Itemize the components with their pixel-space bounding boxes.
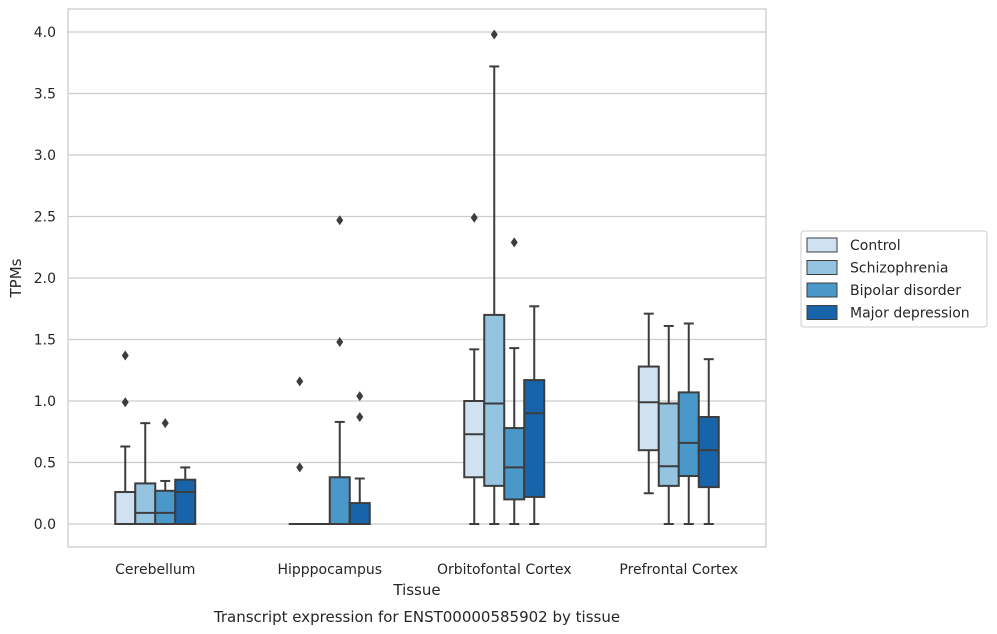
box-iqr — [483, 313, 506, 487]
outlier-point — [121, 350, 129, 361]
box-iqr — [154, 489, 177, 526]
box-iqr — [637, 365, 660, 452]
y-tick-label: 0.0 — [34, 517, 56, 533]
box-iqr — [134, 482, 157, 526]
box-iqr — [523, 379, 546, 498]
box-schizophrenia — [657, 324, 680, 525]
x-tick-label: Hipppocampus — [277, 562, 382, 578]
box-bipolar-disorder — [328, 215, 351, 526]
legend-swatch — [806, 260, 838, 275]
legend-label: Schizophrenia — [850, 261, 948, 277]
box-iqr — [348, 502, 371, 525]
y-tick-label: 1.0 — [34, 394, 56, 410]
outlier-point — [356, 391, 364, 402]
legend-label: Bipolar disorder — [850, 283, 961, 299]
outlier-point — [296, 376, 304, 387]
box-control — [288, 376, 311, 526]
box-control — [114, 350, 137, 525]
box-schizophrenia — [134, 422, 157, 526]
outlier-point — [161, 418, 169, 429]
x-tick-label: Cerebellum — [115, 562, 195, 578]
y-tick-labels: 0.0 0.5 1.0 1.5 2.0 2.5 3.0 3.5 4.0 — [34, 25, 56, 533]
box-major-depression — [348, 391, 371, 525]
legend-label: Major depression — [850, 306, 970, 322]
box-major-depression — [523, 305, 546, 525]
legend-swatch — [806, 282, 838, 298]
y-tick-label: 2.0 — [34, 271, 56, 287]
box-control — [463, 212, 486, 525]
x-tick-labels: Cerebellum Hipppocampus Orbitofontal Corte… — [115, 562, 738, 578]
outlier-point — [356, 411, 364, 422]
x-axis-label: Tissue — [392, 581, 440, 599]
outlier-point — [121, 397, 129, 408]
box-iqr — [114, 491, 137, 525]
box-iqr — [657, 402, 680, 487]
box-major-depression — [697, 358, 720, 525]
box-groups — [114, 29, 720, 526]
legend-frame — [800, 230, 988, 328]
outlier-point — [296, 462, 304, 473]
box-bipolar-disorder — [677, 322, 700, 525]
plot-area-frame — [67, 8, 767, 548]
chart-title: Transcript expression for ENST0000058590… — [213, 608, 620, 626]
box-iqr — [677, 391, 700, 478]
box-iqr — [503, 427, 526, 501]
outlier-point — [470, 212, 478, 223]
y-tick-label: 3.5 — [34, 87, 56, 103]
y-tick-label: 4.0 — [34, 25, 56, 41]
x-tick-label: Orbitofontal Cortex — [437, 562, 572, 578]
box-bipolar-disorder — [503, 237, 526, 525]
legend-swatch — [806, 237, 838, 253]
box-iqr — [174, 478, 197, 525]
box-iqr — [328, 476, 351, 526]
outlier-point — [336, 336, 344, 347]
legend-label: Control — [850, 238, 901, 254]
box-iqr — [697, 415, 720, 489]
legend-swatch — [806, 305, 838, 320]
grid-lines — [68, 31, 766, 525]
box-control — [637, 312, 660, 495]
box-schizophrenia — [483, 29, 506, 525]
x-tick-label: Prefrontal Cortex — [619, 562, 738, 578]
outlier-point — [490, 29, 498, 40]
y-tick-label: 1.5 — [34, 333, 56, 349]
box-bipolar-disorder — [154, 418, 177, 526]
y-tick-label: 0.5 — [34, 456, 56, 472]
outlier-point — [510, 237, 518, 248]
y-tick-label: 3.0 — [34, 148, 56, 164]
box-major-depression — [174, 466, 197, 525]
y-tick-label: 2.5 — [34, 210, 56, 226]
outlier-point — [336, 215, 344, 226]
box-iqr — [463, 400, 486, 479]
legend: Control Schizophrenia Bipolar disorder Majo… — [800, 230, 988, 328]
y-axis-label: TPMs — [7, 258, 25, 298]
